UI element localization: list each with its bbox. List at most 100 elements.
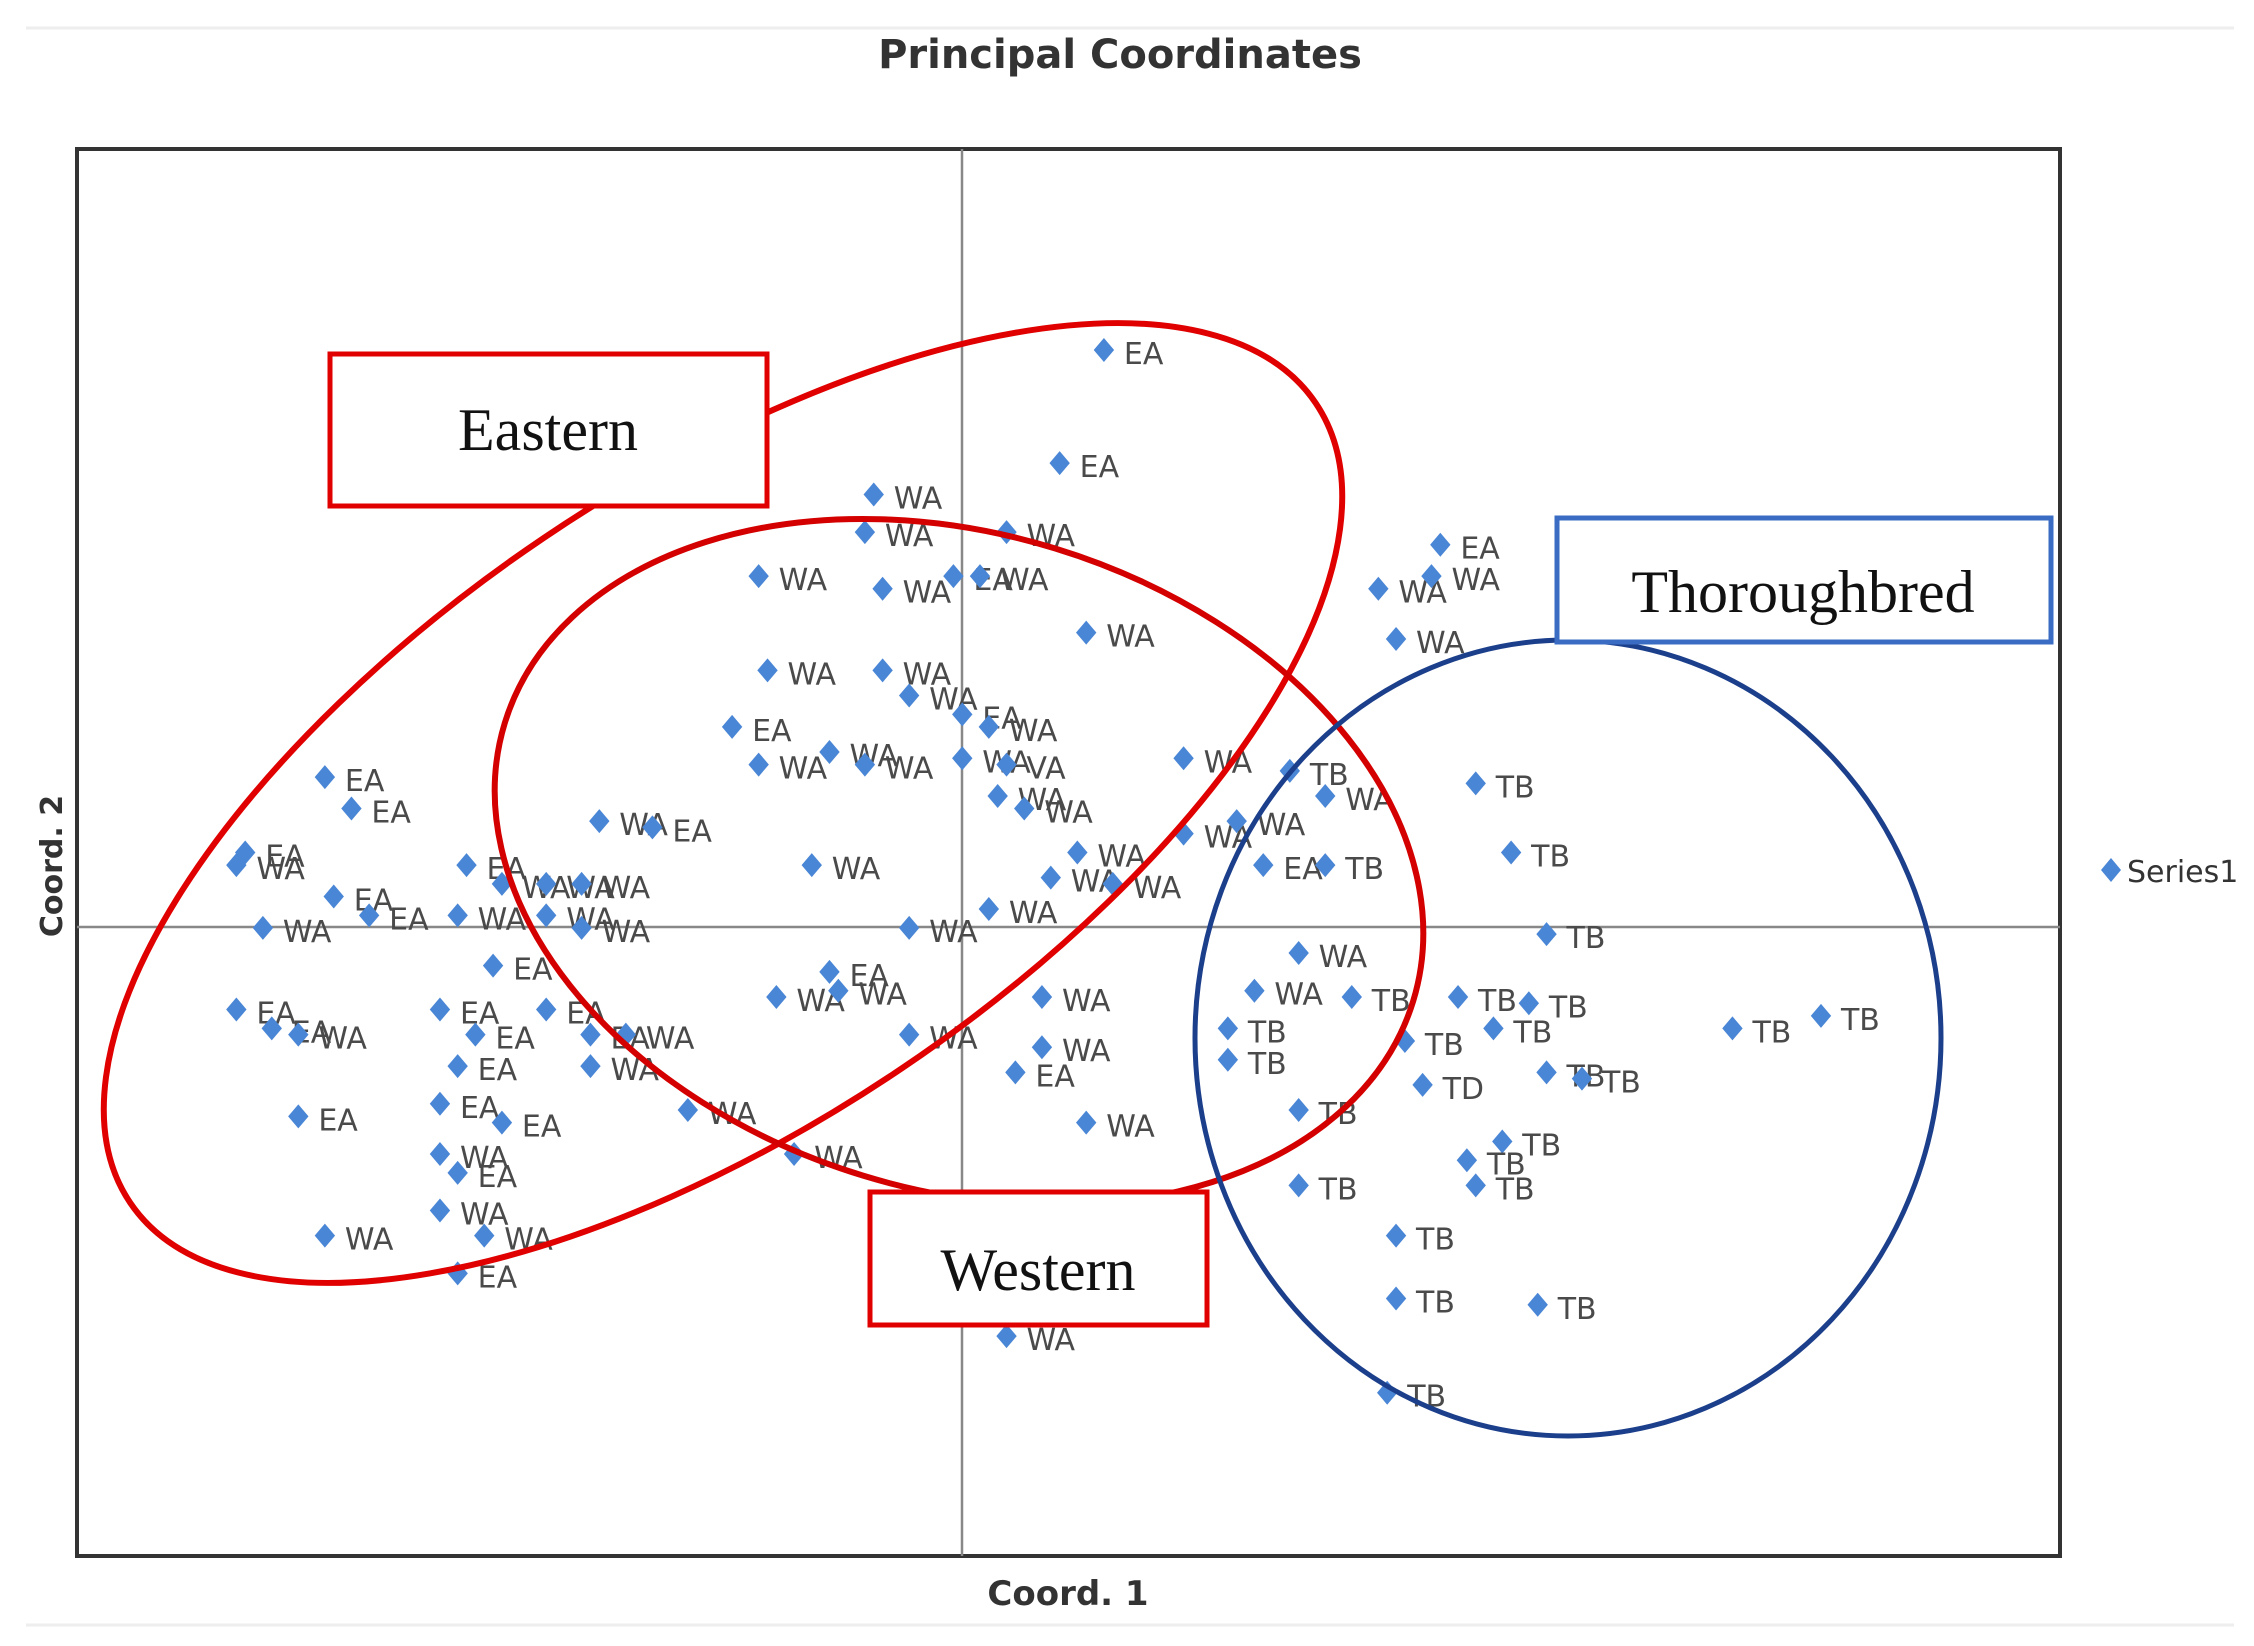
data-point-39 [642,815,663,840]
data-point-106 [1288,1173,1309,1198]
eastern-annotation-label: Eastern [458,397,638,463]
data-label-68: EA [478,1053,518,1088]
data-label-10: WA [788,657,837,692]
western-annotation: Western [867,1189,1210,1328]
data-point-85 [1031,984,1053,1009]
data-label-97: TB [1477,984,1517,1019]
data-label-39: EA [672,814,712,849]
data-label-109: TB [1557,1292,1597,1327]
data-label-34: WA [566,871,615,906]
data-point-105 [1465,1173,1486,1198]
legend-label: Series1 [2127,855,2238,890]
data-label-22: WA [1044,796,1093,831]
data-point-87 [1005,1060,1026,1085]
data-point-55 [1421,564,1442,589]
data-point-46 [1173,821,1194,846]
data-label-103: TB [1521,1128,1561,1163]
data-label-72: WA [460,1141,509,1176]
data-point-90 [1288,941,1309,965]
data-point-72 [429,1142,451,1166]
data-label-101: TB [1601,1066,1641,1101]
data-label-45: WA [1133,871,1182,906]
data-point-86 [1031,1035,1053,1060]
data-label-69: EA [318,1103,358,1138]
data-label-61: WA [318,1022,367,1057]
data-label-81: EA [849,959,889,994]
data-label-112: TB [1840,1003,1880,1038]
data-point-109 [1527,1292,1548,1317]
data-point-79 [677,1098,699,1123]
data-point-84 [898,1022,920,1047]
data-label-40: WA [832,852,881,887]
data-label-71: EA [522,1110,562,1145]
data-label-12: WA [929,682,978,717]
data-point-14 [978,714,1000,739]
data-points: EAEAWAWAWAWAWAEAWAWAWAWAWAEAWAEAWAWAWAWA… [226,337,1880,1415]
data-label-85: WA [1062,984,1111,1019]
data-point-34 [535,871,557,896]
data-point-49 [1315,853,1336,878]
data-label-82: WA [858,978,907,1013]
data-point-92 [1217,1016,1239,1041]
data-label-5: WA [779,563,828,598]
data-point-31 [447,903,468,928]
data-point-25 [341,796,362,821]
data-point-15 [721,714,743,739]
data-point-68 [447,1054,468,1079]
data-label-17: WA [849,739,898,774]
data-point-40 [801,853,822,878]
data-label-53: WA [1416,626,1465,661]
data-label-95: TB [1424,1028,1464,1063]
data-label-62: EA [460,997,500,1032]
data-point-22 [1014,796,1035,821]
data-point-56 [1465,771,1486,796]
data-point-10 [757,658,778,683]
data-label-20: VA [1027,752,1067,787]
western-annotation-box [867,1189,1210,1328]
data-point-70 [429,1091,451,1116]
data-label-28: WA [283,915,332,950]
data-point-83 [783,1142,805,1166]
data-point-28 [252,915,274,940]
thoroughbred-annotation-box [1554,515,2054,645]
data-point-42 [978,897,1000,922]
data-label-15: EA [752,714,792,749]
data-label-6: WA [903,576,952,611]
eastern-annotation: Eastern [327,351,770,509]
data-point-65 [535,997,557,1022]
data-label-27: WA [256,852,305,887]
data-label-98: TB [1512,1015,1552,1050]
thoroughbred-annotation-label: Thoroughbred [1631,559,1974,625]
data-point-17 [819,740,840,764]
data-point-89 [996,1324,1017,1349]
data-label-49: TB [1344,852,1384,887]
data-point-57 [1500,840,1522,865]
data-point-97 [1447,984,1469,1009]
data-point-19 [952,746,973,771]
data-label-24: EA [345,764,385,799]
data-point-24 [314,765,336,790]
data-point-100 [1536,1060,1557,1085]
y-axis-title: Coord. 2 [35,795,70,937]
data-label-47: WA [1257,808,1306,843]
data-point-11 [872,658,893,683]
data-label-1: EA [1080,450,1120,485]
data-label-41: WA [929,915,978,950]
data-label-89: WA [1027,1323,1076,1358]
data-point-73 [447,1160,468,1185]
data-label-92: TB [1247,1015,1287,1050]
data-point-104 [1456,1148,1478,1173]
data-point-7 [943,564,964,589]
data-point-108 [1385,1286,1407,1311]
data-label-93: TB [1247,1047,1287,1082]
data-label-36: WA [566,902,615,937]
data-label-14: WA [1009,714,1058,749]
data-point-8 [969,564,991,589]
data-point-82 [828,978,849,1003]
data-point-110 [1376,1380,1398,1405]
eastern-annotation-box [327,351,770,509]
data-point-54 [1430,532,1451,557]
data-point-29 [323,884,344,909]
legend: Series1 [2101,855,2238,890]
western-cluster-ellipse [491,515,1427,1209]
